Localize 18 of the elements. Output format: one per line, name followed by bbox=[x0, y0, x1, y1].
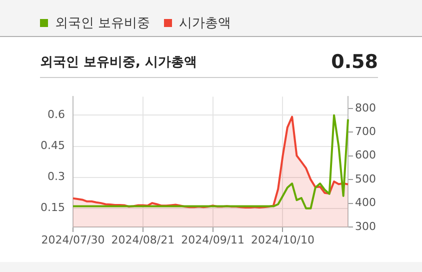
chart-subtitle: 0.58 bbox=[331, 51, 378, 73]
y-tick-label: 0.3 bbox=[48, 170, 65, 184]
x-tick-label: 2024/08/21 bbox=[111, 233, 175, 246]
chart-title: 외국인 보유비중, 시가총액 bbox=[40, 54, 197, 71]
y2-tick-label: 400 bbox=[355, 196, 376, 210]
legend-label: 외국인 보유비중 bbox=[55, 15, 150, 32]
legend-label: 시가총액 bbox=[179, 15, 232, 32]
y-tick-label: 0.6 bbox=[48, 108, 65, 122]
y-tick-label: 0.45 bbox=[40, 139, 65, 152]
y2-tick-label: 500 bbox=[355, 172, 376, 186]
y2-tick-label: 300 bbox=[355, 220, 376, 233]
x-tick-label: 2024/10/10 bbox=[251, 233, 314, 246]
y-tick-label: 0.15 bbox=[40, 201, 65, 214]
y2-tick-label: 700 bbox=[355, 125, 376, 138]
y2-tick-label: 600 bbox=[355, 148, 376, 162]
x-tick-label: 2024/09/11 bbox=[181, 233, 245, 246]
y2-tick-label: 800 bbox=[355, 101, 376, 114]
x-tick-label: 2024/07/30 bbox=[41, 233, 105, 246]
